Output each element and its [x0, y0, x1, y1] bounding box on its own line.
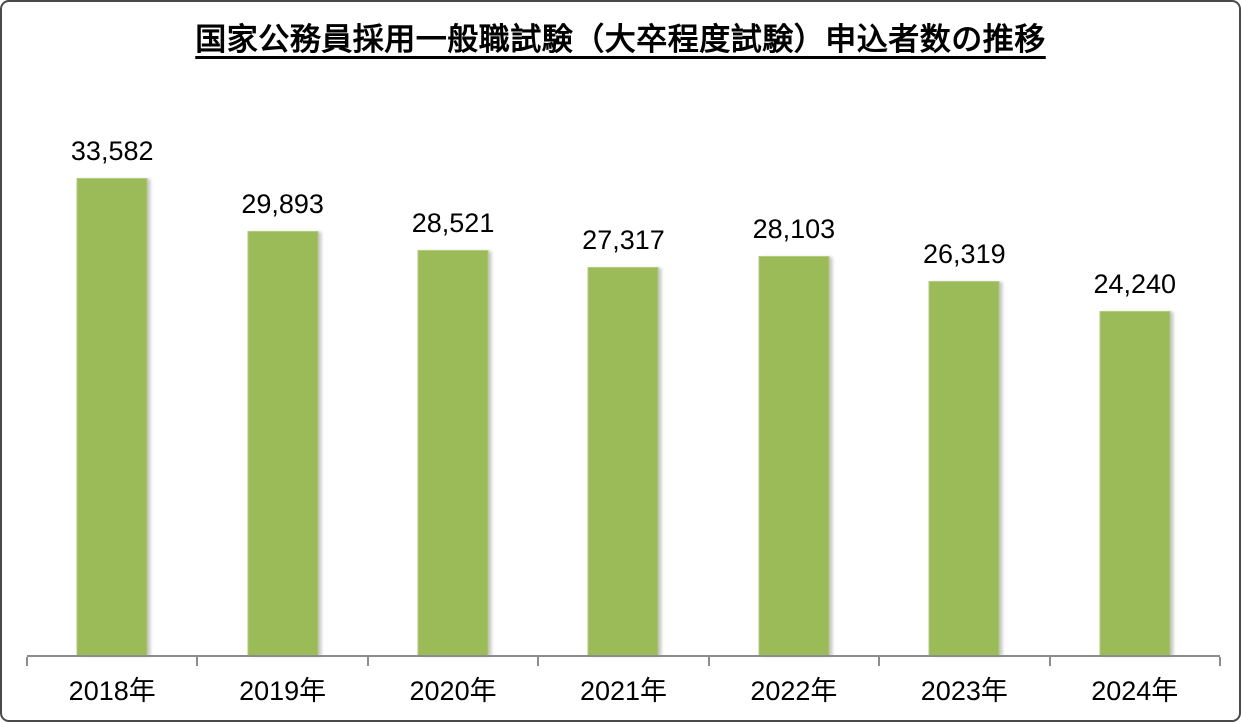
bar-value-label: 28,521 — [411, 208, 495, 239]
bar-category: 28,103 — [709, 87, 879, 655]
chart-title: 国家公務員採用一般職試験（大卒程度試験）申込者数の推移 — [195, 22, 1046, 57]
x-axis-tick-label: 2023年 — [920, 676, 1008, 706]
x-axis-tick-label: 2018年 — [68, 676, 156, 706]
x-axis-tick — [1048, 657, 1051, 666]
bar-category: 27,317 — [538, 87, 708, 655]
x-axis-tick-label: 2021年 — [579, 676, 668, 706]
bar-value-label: 24,240 — [1093, 269, 1177, 300]
bar — [928, 281, 1000, 655]
bar — [247, 231, 319, 655]
x-axis-tick-label: 2022年 — [750, 676, 838, 706]
x-axis-line — [26, 655, 1221, 666]
bar-value-label: 28,103 — [752, 214, 836, 245]
bar-category: 33,582 — [27, 87, 197, 655]
bar-value-label: 27,317 — [582, 225, 665, 256]
bar — [758, 256, 830, 655]
bars-container: 33,582 29,893 28,521 27,317 28,103 26,31… — [27, 87, 1220, 655]
bar-value-label: 29,893 — [241, 189, 324, 220]
x-axis-tick-label: 2024年 — [1091, 676, 1179, 706]
x-axis-tick — [196, 657, 199, 666]
x-axis-tick — [1219, 657, 1221, 666]
x-axis-tick-label: 2019年 — [239, 676, 327, 706]
bar-category: 24,240 — [1050, 87, 1220, 655]
x-axis-tick-label: 2020年 — [409, 676, 497, 706]
bar-value-label: 26,319 — [923, 239, 1006, 270]
bar-category: 26,319 — [879, 87, 1049, 655]
x-axis-tick — [537, 657, 540, 666]
x-axis-tick — [26, 657, 28, 666]
bar — [1099, 311, 1171, 655]
x-axis-tick — [366, 657, 369, 666]
bar-category: 29,893 — [197, 87, 367, 655]
x-axis-tick — [707, 657, 710, 666]
bar — [417, 250, 489, 655]
bar — [587, 267, 659, 655]
x-axis-tick — [878, 657, 881, 666]
bar-value-label: 33,582 — [70, 136, 154, 167]
bar — [76, 178, 148, 655]
x-axis-labels: 2018年 2019年 2020年 2021年 2022年 2023年 2024年 — [27, 669, 1220, 708]
plot-area: 33,582 29,893 28,521 27,317 28,103 26,31… — [26, 87, 1221, 706]
bar-category: 28,521 — [368, 87, 538, 655]
